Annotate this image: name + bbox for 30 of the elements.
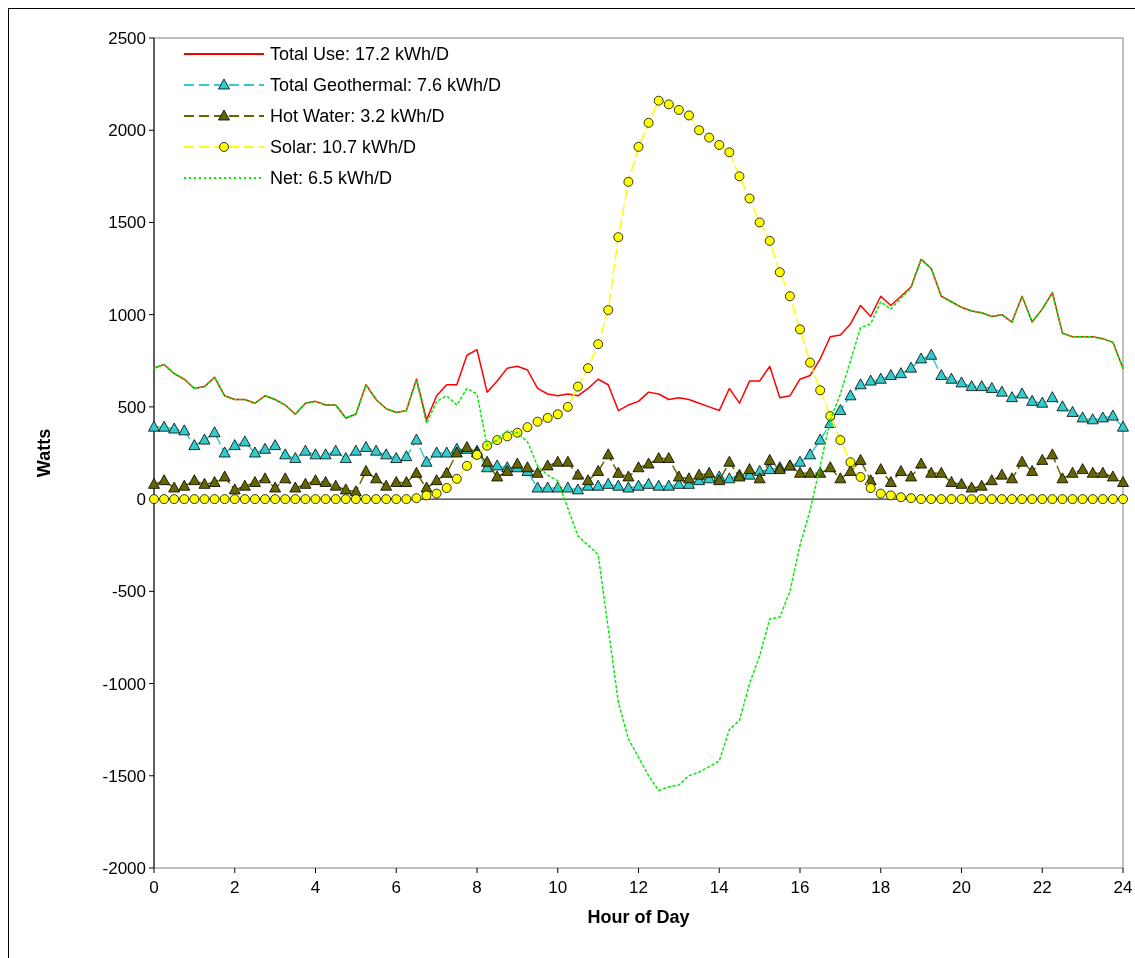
legend-label: Total Use: 17.2 kWh/D: [270, 44, 450, 65]
y-tick-label: 0: [136, 490, 146, 510]
x-tick-label: 10: [548, 878, 568, 897]
x-tick-label: 24: [1113, 878, 1133, 897]
x-tick-label: 16: [790, 878, 810, 897]
y-tick-label: 500: [117, 397, 146, 417]
y-tick-label: 1500: [108, 213, 146, 233]
y-tick-label: 2500: [108, 28, 146, 48]
y-tick-label: -2000: [102, 858, 146, 878]
x-tick-label: 14: [709, 878, 729, 897]
legend-label: Total Geothermal: 7.6 kWh/D: [270, 75, 502, 96]
x-tick-label: 8: [472, 878, 482, 897]
x-tick-label: 12: [629, 878, 648, 897]
x-tick-label: 4: [310, 878, 321, 897]
legend-label: Hot Water: 3.2 kWh/D: [270, 106, 445, 127]
y-tick-label: 2000: [108, 121, 146, 141]
x-tick-label: 18: [871, 878, 891, 897]
legend-label: Solar: 10.7 kWh/D: [270, 137, 417, 158]
x-axis-title: Hour of Day: [587, 907, 690, 927]
x-tick-label: 20: [952, 878, 971, 897]
x-tick-label: 22: [1032, 878, 1052, 897]
y-tick-label: -500: [111, 582, 146, 602]
y-tick-label: -1000: [102, 674, 146, 694]
y-tick-label: -1500: [102, 766, 146, 786]
y-tick-label: 1000: [108, 305, 146, 325]
x-tick-label: 6: [391, 878, 401, 897]
x-tick-label: 2: [230, 878, 240, 897]
x-tick-label: 0: [149, 878, 159, 897]
y-axis-title: Watts: [34, 428, 54, 478]
legend-label: Net: 6.5 kWh/D: [270, 168, 393, 189]
